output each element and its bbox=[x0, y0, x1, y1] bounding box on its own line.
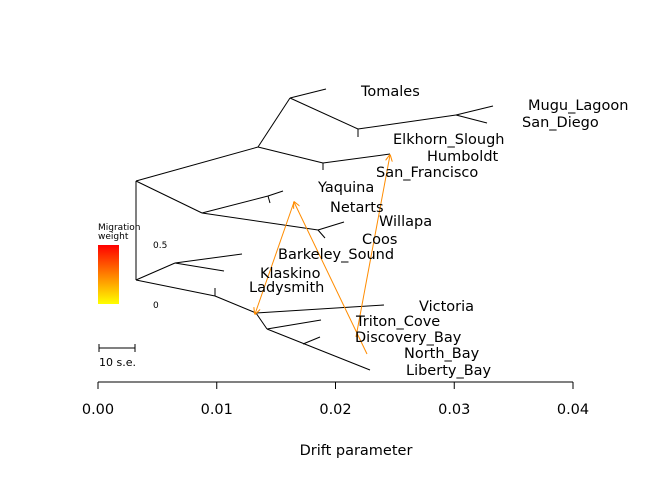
tip-label-victoria: Victoria bbox=[419, 299, 474, 315]
legend-title-line2: weight bbox=[98, 232, 129, 242]
tip-label-klaskino: Klaskino bbox=[260, 266, 321, 282]
tip-label-san-francisco: San_Francisco bbox=[376, 165, 478, 181]
branch bbox=[135, 262, 176, 281]
tip-label-discovery-bay: Discovery_Bay bbox=[355, 330, 462, 346]
x-tick-label: 0.01 bbox=[201, 402, 233, 418]
tip-label-ladysmith: Ladysmith bbox=[249, 280, 324, 296]
tree-branches bbox=[135, 88, 494, 371]
migration-edge bbox=[294, 202, 368, 355]
branch bbox=[266, 328, 371, 371]
migration-edges bbox=[255, 155, 390, 355]
branch bbox=[255, 304, 385, 314]
tip-label-humboldt: Humboldt bbox=[427, 149, 499, 165]
legend-title-line1: Migration bbox=[98, 223, 140, 233]
branch bbox=[174, 262, 225, 272]
branch bbox=[257, 97, 291, 148]
branch bbox=[201, 212, 319, 231]
tip-labels: Tomales Mugu_Lagoon San_Diego Elkhorn_Sl… bbox=[249, 84, 628, 379]
x-axis-title: Drift parameter bbox=[300, 443, 413, 459]
branch bbox=[135, 146, 259, 182]
x-tick-label: 0.04 bbox=[557, 402, 589, 418]
tip-label-triton-cove: Triton_Cove bbox=[355, 314, 440, 330]
branch bbox=[455, 105, 494, 116]
branch bbox=[201, 195, 269, 214]
branch bbox=[135, 279, 216, 297]
tip-label-tomales: Tomales bbox=[360, 84, 420, 100]
tip-label-coos: Coos bbox=[362, 232, 397, 248]
branch bbox=[317, 229, 326, 239]
branch bbox=[289, 97, 359, 130]
x-ticks: 0.00 0.01 0.02 0.03 0.04 bbox=[82, 382, 589, 418]
tip-label-north-bay: North_Bay bbox=[404, 346, 480, 362]
x-tick-label: 0.00 bbox=[82, 402, 114, 418]
legend-max-label: 0.5 bbox=[153, 241, 167, 251]
branch bbox=[174, 253, 243, 264]
branch bbox=[267, 195, 271, 204]
branch bbox=[357, 114, 457, 130]
tip-label-netarts: Netarts bbox=[330, 200, 384, 216]
x-tick-label: 0.03 bbox=[438, 402, 470, 418]
branch bbox=[302, 336, 321, 345]
tip-label-barkeley-sound: Barkeley_Sound bbox=[278, 247, 394, 263]
branch bbox=[255, 312, 268, 330]
branch bbox=[267, 190, 284, 197]
branch bbox=[455, 114, 488, 124]
tip-label-yaquina: Yaquina bbox=[317, 180, 374, 196]
branch bbox=[266, 319, 322, 330]
branch bbox=[135, 180, 203, 214]
legend-min-label: 0 bbox=[153, 301, 159, 311]
branch bbox=[214, 295, 257, 314]
tip-label-mugu-lagoon: Mugu_Lagoon bbox=[528, 98, 628, 114]
x-tick-label: 0.02 bbox=[319, 402, 351, 418]
migration-edge bbox=[255, 201, 295, 314]
tip-label-san-diego: San_Diego bbox=[522, 115, 599, 131]
branch bbox=[289, 88, 327, 99]
tip-label-willapa: Willapa bbox=[379, 214, 432, 230]
tip-label-liberty-bay: Liberty_Bay bbox=[406, 363, 492, 379]
legend-color-bar bbox=[98, 245, 119, 304]
migration-edge bbox=[355, 155, 390, 338]
se-scale-bar bbox=[98, 344, 136, 352]
branch bbox=[317, 221, 345, 231]
se-scale-label: 10 s.e. bbox=[99, 356, 136, 369]
branch bbox=[257, 146, 324, 164]
branch bbox=[322, 153, 391, 164]
tip-label-elkhorn-slough: Elkhorn_Slough bbox=[393, 132, 504, 148]
migration-weight-legend: Migration weight 0.5 0 bbox=[98, 223, 167, 311]
